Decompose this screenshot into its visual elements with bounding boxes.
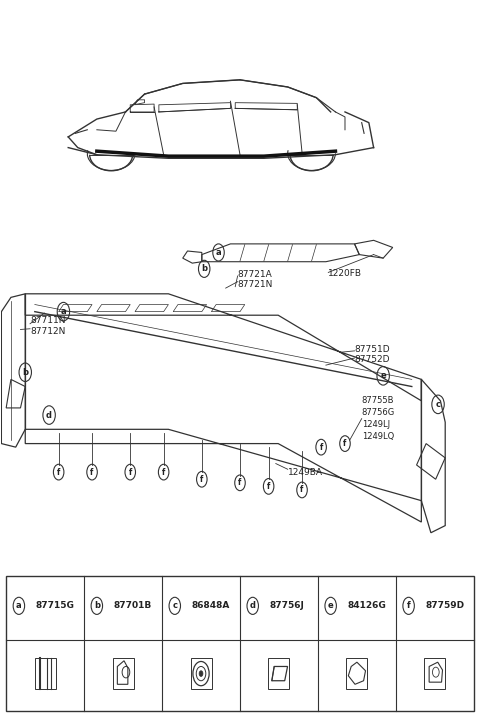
Text: e: e [328,601,334,610]
Text: f: f [343,439,347,448]
Text: f: f [200,475,204,484]
Text: 87701B: 87701B [114,601,152,610]
Bar [113,658,133,690]
Text: f: f [267,482,270,491]
Bar [347,658,367,690]
Text: e: e [380,372,386,380]
Text: b: b [22,368,28,377]
Bar [424,658,445,690]
Text: f: f [407,601,410,610]
Text: 87755B
87756G
1249LJ
1249LQ: 87755B 87756G 1249LJ 1249LQ [362,397,395,441]
Text: 87715G: 87715G [36,601,74,610]
Text: a: a [16,601,22,610]
Text: b: b [201,264,207,274]
Text: 1249BA: 1249BA [288,468,323,477]
Text: 87759D: 87759D [425,601,465,610]
Text: a: a [216,248,221,257]
Text: c: c [172,601,177,610]
Text: 86848A: 86848A [192,601,230,610]
Text: 84126G: 84126G [348,601,386,610]
Text: f: f [129,468,132,477]
Text: 1220FB: 1220FB [328,269,362,279]
Text: c: c [435,400,441,409]
Text: 87756J: 87756J [269,601,304,610]
Bar [268,658,289,690]
Text: 87721A
87721N: 87721A 87721N [238,270,273,289]
Text: f: f [162,468,165,477]
Text: d: d [250,601,256,610]
Text: 87711N
87712N: 87711N 87712N [30,316,66,336]
Bar [191,658,212,690]
Text: f: f [300,485,304,495]
Text: a: a [60,307,66,316]
Text: b: b [94,601,100,610]
Text: f: f [90,468,94,477]
Text: d: d [46,410,52,420]
Text: 87751D
87752D: 87751D 87752D [355,344,390,364]
Text: f: f [57,468,60,477]
Bar [35,658,56,690]
Text: f: f [238,478,242,488]
Circle shape [199,671,203,677]
Text: f: f [320,442,323,452]
